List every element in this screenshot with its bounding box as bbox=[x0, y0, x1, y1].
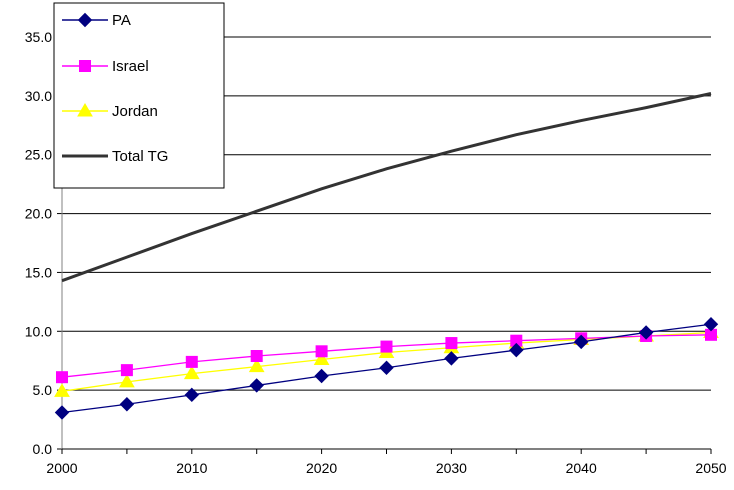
y-tick-label: 25.0 bbox=[25, 147, 52, 163]
series-pa bbox=[54, 317, 719, 420]
legend-item: PA bbox=[62, 12, 131, 29]
x-axis-tick-labels: 2000 2010 2020 2030 2040 2050 bbox=[46, 460, 726, 476]
data-point bbox=[444, 351, 459, 366]
legend-marker bbox=[79, 60, 91, 72]
y-tick-label: 35.0 bbox=[25, 29, 52, 45]
data-point bbox=[638, 325, 654, 340]
data-point bbox=[315, 345, 328, 358]
series-total-tg bbox=[61, 92, 712, 283]
legend-label: PA bbox=[112, 12, 131, 29]
x-tick-label: 2000 bbox=[46, 460, 77, 476]
data-point bbox=[380, 340, 393, 353]
data-point bbox=[313, 351, 330, 366]
data-point bbox=[249, 378, 264, 393]
data-point bbox=[703, 317, 719, 332]
data-point bbox=[445, 337, 458, 350]
y-tick-label: 30.0 bbox=[25, 88, 52, 104]
y-tick-label: 10.0 bbox=[25, 323, 52, 339]
data-point bbox=[248, 358, 265, 373]
legend-item: Total TG bbox=[62, 148, 168, 165]
data-point bbox=[119, 397, 135, 412]
data-point bbox=[573, 334, 589, 350]
data-point bbox=[185, 355, 198, 368]
y-axis-tick-labels: 0.0 5.0 10.0 15.0 20.0 25.0 30.0 35.0 bbox=[25, 29, 52, 457]
legend-label: Israel bbox=[112, 58, 149, 75]
data-point bbox=[54, 405, 70, 420]
x-tick-label: 2050 bbox=[695, 460, 726, 476]
y-tick-label: 5.0 bbox=[33, 382, 53, 398]
x-tick-label: 2010 bbox=[176, 460, 207, 476]
y-tick-label: 15.0 bbox=[25, 264, 52, 280]
series-line bbox=[61, 92, 712, 283]
legend: PA Israel Jordan Total TG bbox=[53, 2, 225, 189]
legend-label: Jordan bbox=[112, 103, 158, 120]
data-point bbox=[250, 350, 263, 363]
legend-item: Israel bbox=[62, 58, 149, 75]
data-point bbox=[314, 368, 329, 384]
data-point bbox=[119, 373, 135, 388]
series-group bbox=[54, 92, 719, 420]
data-point bbox=[184, 387, 200, 403]
data-point bbox=[56, 371, 68, 384]
x-tick-label: 2040 bbox=[566, 460, 597, 476]
data-point bbox=[509, 342, 524, 358]
legend-marker bbox=[77, 103, 93, 117]
data-point bbox=[54, 383, 70, 397]
x-tick-label: 2030 bbox=[436, 460, 467, 476]
data-point bbox=[183, 365, 200, 380]
y-tick-label: 20.0 bbox=[25, 206, 52, 222]
legend-marker bbox=[77, 12, 93, 28]
x-tick-label: 2020 bbox=[306, 460, 337, 476]
data-point bbox=[120, 364, 133, 377]
y-tick-label: 0.0 bbox=[33, 441, 53, 457]
legend-label: Total TG bbox=[112, 148, 168, 165]
data-point bbox=[379, 360, 394, 375]
legend-item: Jordan bbox=[62, 103, 158, 120]
